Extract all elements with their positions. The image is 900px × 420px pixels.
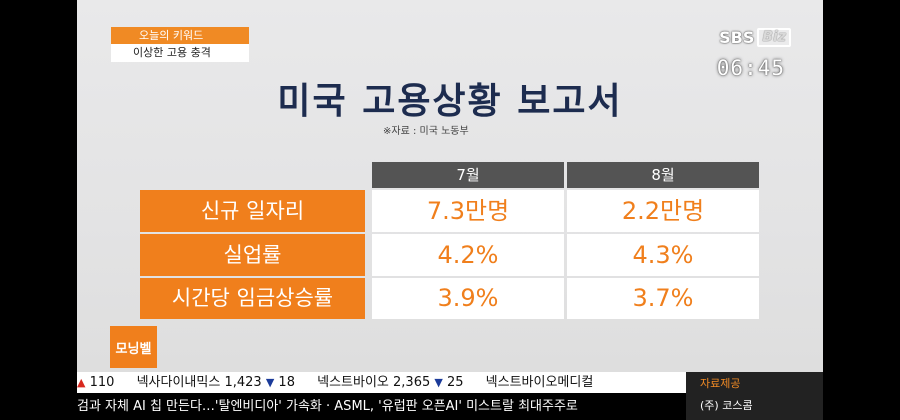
broadcaster-logo: SBS Biz (719, 27, 791, 47)
news-ticker-text: 검과 자체 AI 칩 만든다…'탈엔비디아' 가속화 · ASML, '유럽판 … (77, 399, 578, 414)
ticker-item: 넥스트바이오메디컬 (486, 372, 594, 393)
data-source-note: ※자료 : 미국 노동부 (383, 126, 469, 137)
cell-hourly-wage-august: 3.7% (567, 278, 759, 319)
stock-ticker: ▲ 110 넥사다이내믹스 1,423 ▼ 18 넥스트바이오 2,365 ▼ … (77, 372, 823, 393)
logo-biz-text: Biz (757, 27, 791, 47)
broadcast-clock: 06:45 (716, 56, 785, 80)
ticker-item: 넥사다이내믹스 1,423 ▼ 18 (137, 372, 295, 393)
table-header-july: 7월 (372, 162, 564, 188)
row-label-unemployment: 실업률 (140, 234, 365, 276)
ticker-change: 18 (278, 375, 295, 390)
news-ticker: 검과 자체 AI 칩 만든다…'탈엔비디아' 가속화 · ASML, '유럽판 … (77, 393, 686, 420)
page-title: 미국 고용상황 보고서 (277, 81, 623, 122)
ticker-change: 25 (446, 375, 464, 390)
broadcast-screen: 오늘의 키워드 이상한 고용 충격 SBS Biz 06:45 미국 고용상황 … (77, 0, 823, 420)
cell-new-jobs-august: 2.2만명 (567, 190, 759, 232)
ticker-item: ▲ 110 (77, 372, 114, 393)
up-arrow-icon: ▲ (77, 376, 86, 389)
keyword-heading: 오늘의 키워드 (111, 27, 249, 44)
logo-sbs-text: SBS (719, 27, 755, 47)
row-label-hourly-wage: 시간당 임금상승률 (140, 278, 365, 319)
ticker-item: 넥스트바이오 2,365 ▼ 25 (317, 372, 463, 393)
table-header-august: 8월 (567, 162, 759, 188)
data-provider-label: 자료제공 (700, 377, 741, 390)
ticker-price: 2,365 (393, 375, 431, 390)
cell-unemployment-july: 4.2% (372, 234, 564, 276)
down-arrow-icon: ▼ (265, 376, 275, 389)
program-logo: 모닝벨 (110, 326, 157, 368)
ticker-change: 110 (89, 375, 115, 390)
keyword-topic: 이상한 고용 충격 (111, 44, 249, 62)
cell-new-jobs-july: 7.3만명 (372, 190, 564, 232)
ticker-data-provider: 자료제공 (주) 코스콤 (686, 372, 823, 420)
down-arrow-icon: ▼ (434, 376, 443, 389)
ticker-name: 넥사다이내믹스 (136, 375, 221, 390)
row-label-new-jobs: 신규 일자리 (140, 190, 365, 232)
broadcast-content: 오늘의 키워드 이상한 고용 충격 SBS Biz 06:45 미국 고용상황 … (77, 0, 823, 372)
cell-hourly-wage-july: 3.9% (372, 278, 564, 319)
ticker-name: 넥스트바이오메디컬 (485, 375, 594, 390)
ticker-price: 1,423 (224, 375, 262, 390)
cell-unemployment-august: 4.3% (567, 234, 759, 276)
stock-ticker-track: ▲ 110 넥사다이내믹스 1,423 ▼ 18 넥스트바이오 2,365 ▼ … (77, 372, 611, 393)
data-provider-value: (주) 코스콤 (700, 399, 753, 412)
ticker-name: 넥스트바이오 (317, 375, 389, 390)
